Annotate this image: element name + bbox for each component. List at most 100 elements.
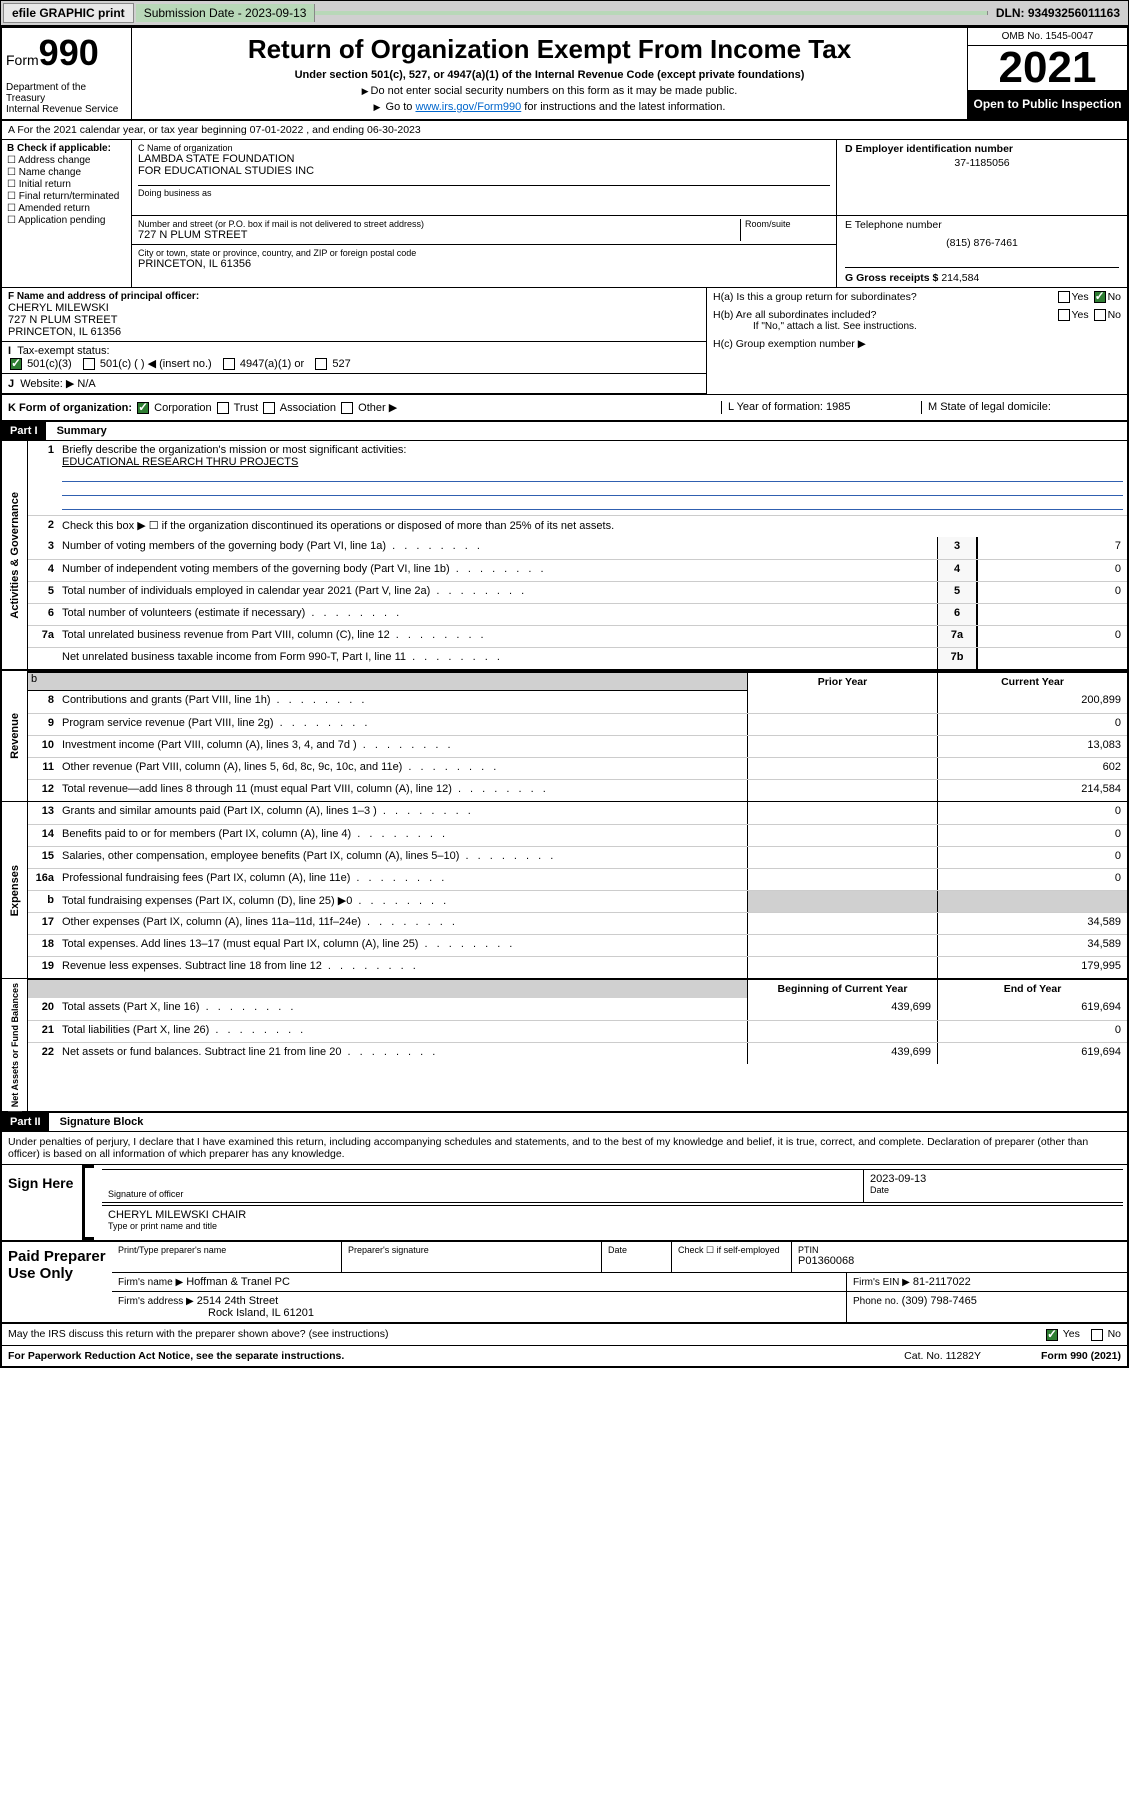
table-row: 8Contributions and grants (Part VIII, li… (28, 691, 1127, 713)
table-row: 14Benefits paid to or for members (Part … (28, 824, 1127, 846)
sig-date-value: 2023-09-13 (870, 1173, 1117, 1185)
ck-corp[interactable] (137, 402, 149, 414)
table-row: 13Grants and similar amounts paid (Part … (28, 802, 1127, 824)
sidelabel-rev: Revenue (2, 671, 28, 801)
form-container: Form990 Department of the Treasury Inter… (0, 26, 1129, 1368)
date-label: Date (870, 1185, 1117, 1195)
ck-trust[interactable] (217, 402, 229, 414)
ck-501c[interactable] (83, 358, 95, 370)
ck-501c3[interactable] (10, 358, 22, 370)
ck-application-pending[interactable]: ☐ Application pending (7, 215, 126, 226)
gross-label: G Gross receipts $ (845, 272, 938, 284)
discuss-text: May the IRS discuss this return with the… (8, 1328, 1044, 1340)
col-c: C Name of organization LAMBDA STATE FOUN… (132, 140, 1127, 287)
irs-link[interactable]: www.irs.gov/Form990 (415, 101, 521, 113)
ck-hb-no[interactable] (1094, 309, 1106, 321)
name-title-value: CHERYL MILEWSKI CHAIR (108, 1209, 1117, 1221)
table-row: 12Total revenue—add lines 8 through 11 (… (28, 779, 1127, 801)
col-d-lower: E Telephone number (815) 876-7461 G Gros… (837, 216, 1127, 287)
paperwork-notice: For Paperwork Reduction Act Notice, see … (8, 1350, 904, 1362)
name-title-field: CHERYL MILEWSKI CHAIR Type or print name… (102, 1205, 1123, 1234)
section-revenue: Revenue b Prior Year Current Year 8Contr… (2, 671, 1127, 802)
row-a-period: A For the 2021 calendar year, or tax yea… (2, 121, 1127, 140)
gross-value: 214,584 (941, 272, 979, 284)
i-label: Tax-exempt status: (17, 345, 109, 357)
part1-badge: Part I (2, 422, 46, 440)
table-row: 22Net assets or fund balances. Subtract … (28, 1042, 1127, 1064)
part1-title: Summary (49, 422, 115, 440)
firm-name-label: Firm's name ▶ (118, 1277, 183, 1288)
street-label: Number and street (or P.O. box if mail i… (138, 219, 740, 229)
discuss-row: May the IRS discuss this return with the… (2, 1324, 1127, 1345)
signature-field[interactable]: Signature of officer (102, 1169, 863, 1202)
firm-ein-value: 81-2117022 (913, 1276, 971, 1288)
prep-phone-label: Phone no. (853, 1296, 899, 1307)
k-label: K Form of organization: (8, 402, 132, 414)
cat-no: Cat. No. 11282Y (904, 1350, 981, 1362)
officer-addr2: PRINCETON, IL 61356 (8, 326, 700, 338)
part2-header-row: Part II Signature Block (2, 1113, 1127, 1132)
ck-assoc[interactable] (263, 402, 275, 414)
prep-name-value[interactable] (118, 1255, 335, 1269)
section-governance: Activities & Governance 1 Briefly descri… (2, 441, 1127, 671)
sig-date-field: 2023-09-13 Date (863, 1169, 1123, 1202)
table-row: bTotal fundraising expenses (Part IX, co… (28, 890, 1127, 912)
ck-name-change[interactable]: ☐ Name change (7, 167, 126, 178)
website-value: N/A (77, 378, 95, 390)
firm-ein-label: Firm's EIN ▶ (853, 1277, 910, 1288)
tax-year: 2021 (968, 46, 1127, 91)
paid-preparer-label: Paid Preparer Use Only (2, 1242, 112, 1322)
form-990: 990 (39, 32, 99, 73)
j-website: J Website: ▶ N/A (2, 374, 706, 394)
address-box: Number and street (or P.O. box if mail i… (132, 216, 837, 287)
self-employed-check[interactable]: Check ☐ if self-employed (672, 1242, 792, 1272)
table-row: 7aTotal unrelated business revenue from … (28, 625, 1127, 647)
table-row: 5Total number of individuals employed in… (28, 581, 1127, 603)
line-num-2: 2 (28, 516, 58, 537)
ck-final-return[interactable]: ☐ Final return/terminated (7, 191, 126, 202)
ck-other[interactable] (341, 402, 353, 414)
ck-amended[interactable]: ☐ Amended return (7, 203, 126, 214)
j-label: Website: ▶ (20, 378, 74, 390)
sidelabel-net: Net Assets or Fund Balances (2, 979, 28, 1111)
form-title: Return of Organization Exempt From Incom… (138, 34, 961, 65)
phone-label: E Telephone number (845, 219, 1119, 231)
prep-phone-value: (309) 798-7465 (902, 1295, 977, 1307)
firm-addr1: 2514 24th Street (197, 1295, 278, 1307)
ha-row: H(a) Is this a group return for subordin… (713, 291, 1121, 303)
hdr-begin-year: Beginning of Current Year (747, 980, 937, 998)
ck-hb-yes[interactable] (1058, 309, 1070, 321)
ck-ha-yes[interactable] (1058, 291, 1070, 303)
ck-527[interactable] (315, 358, 327, 370)
officer-addr1: 727 N PLUM STREET (8, 314, 700, 326)
ck-4947[interactable] (223, 358, 235, 370)
header-row: Form990 Department of the Treasury Inter… (2, 28, 1127, 121)
org-name-box: C Name of organization LAMBDA STATE FOUN… (132, 140, 837, 215)
ck-discuss-yes[interactable] (1046, 1329, 1058, 1341)
k-form-org: K Form of organization: Corporation Trus… (8, 401, 721, 414)
hdr-end-year: End of Year (937, 980, 1127, 998)
ck-initial-return[interactable]: ☐ Initial return (7, 179, 126, 190)
dba-value (138, 198, 830, 212)
dba-label: Doing business as (138, 185, 830, 198)
ck-discuss-no[interactable] (1091, 1329, 1103, 1341)
ein-label: D Employer identification number (845, 143, 1119, 155)
fgh-left: F Name and address of principal officer:… (2, 288, 707, 394)
ck-address-change[interactable]: ☐ Address change (7, 155, 126, 166)
efile-print-button[interactable]: efile GRAPHIC print (3, 3, 134, 23)
ck-ha-no[interactable] (1094, 291, 1106, 303)
paid-preparer-block: Paid Preparer Use Only Print/Type prepar… (2, 1242, 1127, 1324)
prep-date-label: Date (608, 1245, 665, 1255)
table-row: 17Other expenses (Part IX, column (A), l… (28, 912, 1127, 934)
ptin-label: PTIN (798, 1245, 1121, 1255)
form-subtitle: Under section 501(c), 527, or 4947(a)(1)… (138, 69, 961, 81)
goto-pre: Go to (386, 101, 416, 113)
mission-text: EDUCATIONAL RESEARCH THRU PROJECTS (62, 456, 298, 468)
hb-row: H(b) Are all subordinates included? Yes … (713, 309, 1121, 321)
dept-treasury: Department of the Treasury Internal Reve… (6, 82, 127, 115)
phone-value: (815) 876-7461 (845, 237, 1119, 249)
city-label: City or town, state or province, country… (138, 248, 830, 258)
col-d: D Employer identification number 37-1185… (837, 140, 1127, 215)
dept-line1: Department of the Treasury (6, 82, 127, 104)
firm-addr-label: Firm's address ▶ (118, 1296, 194, 1307)
